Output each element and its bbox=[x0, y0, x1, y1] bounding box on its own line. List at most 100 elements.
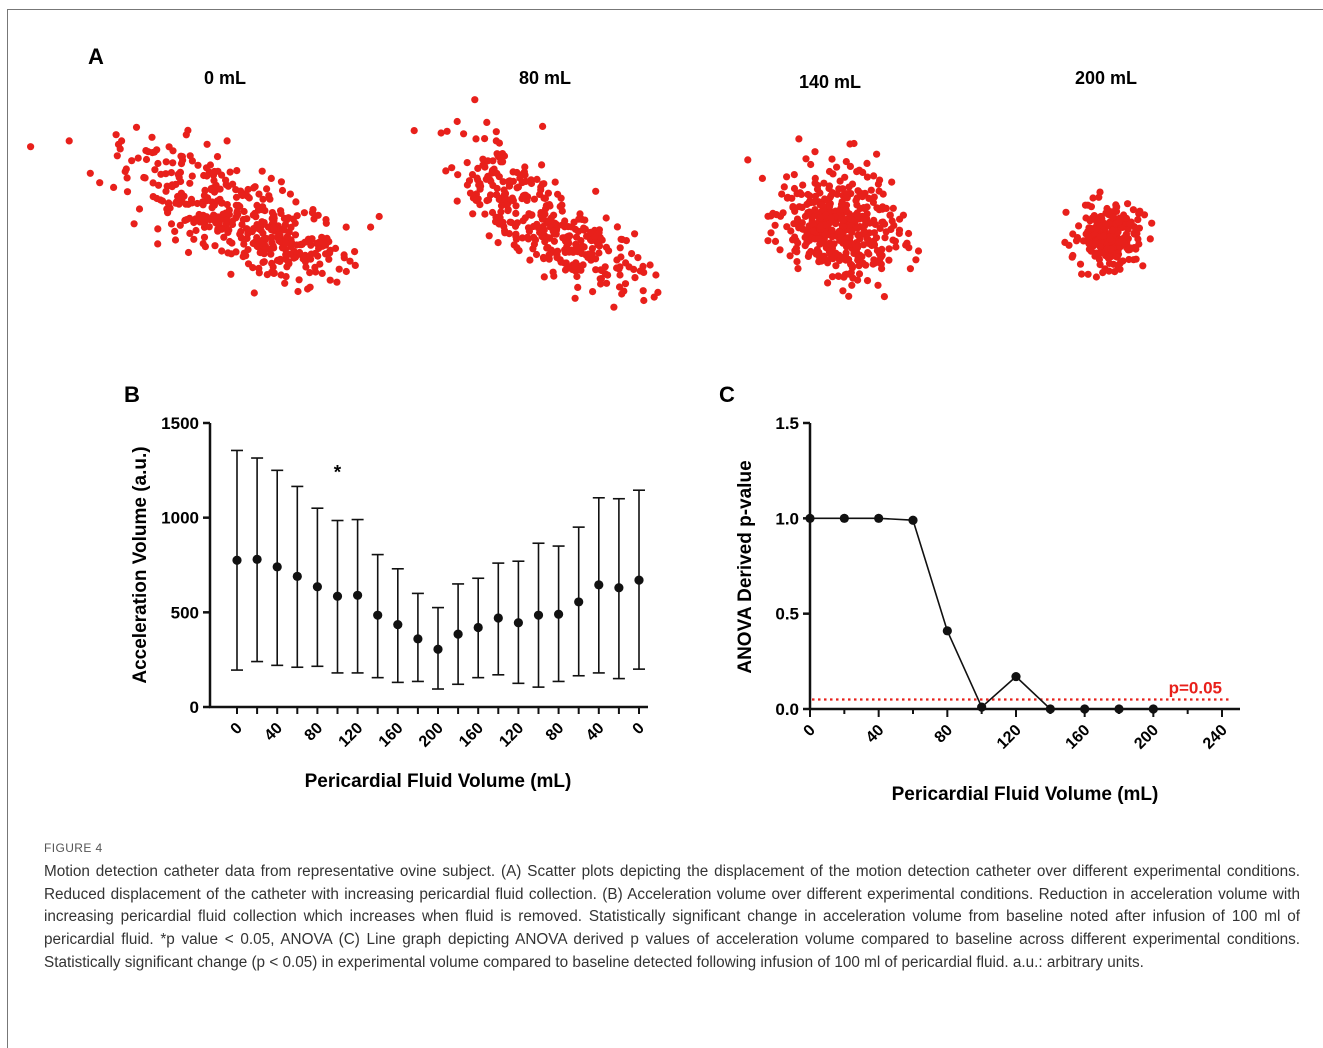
scatter-point bbox=[284, 258, 292, 266]
scatter-point bbox=[843, 194, 851, 202]
data-point bbox=[292, 571, 302, 581]
scatter-point bbox=[239, 215, 247, 224]
data-point bbox=[312, 582, 322, 592]
scatter-point bbox=[870, 237, 878, 245]
scatter-point bbox=[182, 200, 190, 208]
scatter-point bbox=[825, 247, 833, 256]
scatter-point bbox=[1069, 251, 1077, 260]
scatter-point bbox=[177, 160, 186, 168]
scatter-point bbox=[571, 225, 580, 233]
scatter-point bbox=[540, 194, 548, 202]
scatter-point bbox=[223, 137, 231, 145]
scatter-point bbox=[201, 243, 209, 251]
scatter-point bbox=[492, 218, 500, 226]
scatter-point bbox=[167, 169, 175, 177]
scatter-point bbox=[873, 150, 881, 158]
scatter-point bbox=[205, 223, 213, 231]
scatter-point bbox=[597, 280, 605, 288]
scatter-point bbox=[253, 221, 261, 229]
scatter-point bbox=[846, 233, 854, 241]
scatter-point bbox=[602, 214, 610, 222]
scatter-point bbox=[453, 197, 461, 205]
scatter-point bbox=[867, 186, 875, 194]
scatter-point bbox=[243, 225, 251, 233]
scatter-point bbox=[903, 239, 911, 247]
scatter-point bbox=[375, 212, 383, 221]
scatter-point bbox=[509, 177, 517, 185]
scatter-point bbox=[813, 185, 822, 193]
scatter-point bbox=[301, 238, 309, 246]
scatter-point bbox=[769, 209, 777, 217]
scatter-point bbox=[1109, 226, 1117, 234]
data-point bbox=[413, 634, 423, 644]
data-point bbox=[533, 610, 544, 620]
scatter-point bbox=[839, 253, 847, 262]
scatter-point bbox=[282, 273, 290, 281]
scatter-point bbox=[469, 210, 477, 218]
scatter-point bbox=[188, 172, 196, 180]
scatter-point bbox=[828, 226, 836, 234]
scatter-point bbox=[154, 225, 162, 233]
scatter-point bbox=[213, 153, 222, 161]
scatter-point bbox=[527, 211, 536, 219]
scatter-point bbox=[342, 267, 350, 276]
scatter-point bbox=[592, 266, 600, 274]
scatter-point bbox=[162, 158, 170, 166]
data-point bbox=[1148, 704, 1158, 714]
data-point bbox=[1045, 704, 1055, 714]
scatter-point bbox=[791, 207, 799, 215]
scatter-point bbox=[203, 172, 211, 180]
y-tick-label: 0.0 bbox=[775, 700, 799, 719]
y-tick-label: 1000 bbox=[161, 509, 199, 528]
scatter-point bbox=[240, 240, 248, 248]
scatter-point bbox=[296, 248, 304, 257]
scatter-point bbox=[895, 229, 903, 237]
scatter-point bbox=[253, 201, 261, 209]
scatter-plot-0 bbox=[27, 123, 383, 297]
scatter-point bbox=[878, 265, 886, 273]
scatter-point bbox=[184, 126, 192, 134]
scatter-point bbox=[873, 204, 881, 212]
scatter-point bbox=[544, 234, 553, 242]
scatter-point bbox=[786, 252, 794, 260]
scatter-point bbox=[1148, 219, 1156, 227]
scatter-point bbox=[811, 148, 819, 156]
scatter-point bbox=[509, 168, 517, 176]
scatter-point bbox=[601, 263, 609, 271]
scatter-point bbox=[512, 209, 520, 217]
scatter-point bbox=[476, 201, 484, 209]
scatter-point bbox=[442, 167, 450, 175]
data-point bbox=[1080, 704, 1090, 714]
scatter-point bbox=[204, 215, 212, 223]
scatter-point bbox=[483, 118, 491, 126]
scatter-point bbox=[322, 216, 330, 224]
scatter-point bbox=[266, 195, 274, 203]
scatter-point bbox=[154, 240, 162, 248]
scatter-point bbox=[821, 230, 830, 238]
scatter-point bbox=[817, 214, 825, 222]
scatter-point bbox=[333, 278, 341, 286]
scatter-point bbox=[797, 190, 806, 198]
scatter-point bbox=[499, 178, 507, 186]
figure-frame bbox=[7, 9, 1323, 1048]
scatter-point bbox=[896, 215, 904, 223]
scatter-point bbox=[513, 219, 522, 227]
scatter-point bbox=[244, 246, 252, 254]
scatter-point bbox=[776, 246, 784, 254]
x-tick-label: 120 bbox=[994, 722, 1025, 753]
scatter-point bbox=[1124, 200, 1132, 208]
scatter-point bbox=[259, 195, 267, 203]
panel-label-c: C bbox=[719, 382, 735, 407]
scatter-point bbox=[539, 122, 547, 130]
scatter-point bbox=[855, 270, 864, 278]
scatter-title-0: 0 mL bbox=[204, 68, 246, 88]
scatter-point bbox=[1096, 188, 1104, 196]
scatter-point bbox=[1106, 253, 1115, 261]
scatter-point bbox=[187, 195, 196, 203]
scatter-point bbox=[540, 273, 548, 281]
scatter-point bbox=[808, 220, 817, 228]
x-tick-label: 0 bbox=[228, 720, 246, 738]
scatter-point bbox=[1112, 253, 1120, 261]
scatter-point bbox=[253, 234, 261, 242]
scatter-point bbox=[154, 181, 163, 189]
